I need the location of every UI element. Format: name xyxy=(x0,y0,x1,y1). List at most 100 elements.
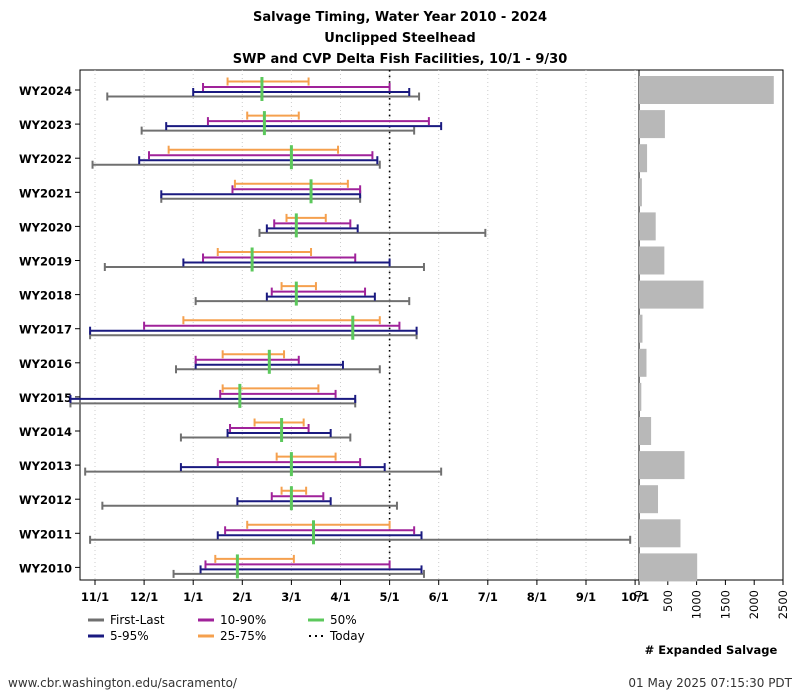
x-tick-label: 7/1 xyxy=(478,590,498,604)
p25-75-range xyxy=(253,418,305,427)
salvage-bar xyxy=(639,519,681,548)
p25-75-range xyxy=(246,111,300,120)
p10-90-range xyxy=(194,355,300,364)
y-label-wy2020: WY2020 xyxy=(19,220,72,234)
timing-panel: 11/1 12/1 1/1 2/1 3/1 4/1 5/1 6/1 7/1 8/1 9/1 10/1 W… xyxy=(19,69,649,604)
p25-75-range xyxy=(280,486,308,495)
first-last-range xyxy=(172,569,425,578)
legend-label: First-Last xyxy=(110,613,165,627)
legend-item: Today xyxy=(309,629,365,643)
p10-90-range xyxy=(148,151,374,160)
y-label-wy2021: WY2021 xyxy=(19,186,72,200)
y-label-wy2017: WY2017 xyxy=(19,323,72,337)
x-tick-label: 10/1 xyxy=(621,590,649,604)
timestamp: 01 May 2025 07:15:30 PDT xyxy=(628,676,792,690)
x-tick-label: 9/1 xyxy=(576,590,596,604)
title-line-3: SWP and CVP Delta Fish Facilities, 10/1 … xyxy=(233,52,568,67)
salvage-plot-frame xyxy=(638,69,784,581)
first-last-range xyxy=(101,501,398,510)
first-last-range xyxy=(140,126,416,135)
salvage-tick-label: 1000 xyxy=(690,590,704,619)
x-tick-label: 8/1 xyxy=(527,590,547,604)
legend-item: 25-75% xyxy=(198,629,266,643)
x-tick-label: 5/1 xyxy=(379,590,399,604)
p10-90-range xyxy=(273,219,352,228)
salvage-bar xyxy=(639,212,656,241)
source-url[interactable]: www.cbr.washington.edu/sacramento/ xyxy=(8,676,237,690)
salvage-axis-label: # Expanded Salvage xyxy=(645,643,778,657)
salvage-bar xyxy=(639,485,659,514)
first-last-range xyxy=(84,467,443,476)
legend-item: 10-90% xyxy=(198,613,266,627)
salvage-bar xyxy=(639,348,647,377)
p10-90-range xyxy=(206,117,430,126)
p25-75-range xyxy=(214,554,295,563)
p5-95-range xyxy=(216,531,423,540)
p10-90-range xyxy=(229,424,310,432)
y-label-wy2012: WY2012 xyxy=(19,493,72,507)
x-tick-label: 6/1 xyxy=(429,590,449,604)
legend-item: 5-95% xyxy=(88,629,149,643)
p25-75-range xyxy=(216,248,313,256)
p25-75-range xyxy=(233,179,349,188)
p5-95-range xyxy=(236,497,332,506)
x-tick-label: 1/1 xyxy=(183,590,203,604)
y-label-wy2022: WY2022 xyxy=(19,152,72,166)
p25-75-range xyxy=(285,213,327,222)
first-last-range xyxy=(179,433,352,442)
p10-90-range xyxy=(270,492,325,501)
y-label-wy2019: WY2019 xyxy=(19,255,72,269)
first-last-range xyxy=(194,297,411,306)
p5-95-range xyxy=(69,394,357,403)
p5-95-range xyxy=(265,224,359,233)
y-label-wy2015: WY2015 xyxy=(19,391,72,405)
first-last-range xyxy=(103,263,425,271)
p5-95-range xyxy=(192,88,411,96)
legend-label: 50% xyxy=(330,613,357,627)
p25-75-range xyxy=(226,77,310,86)
legend: First-Last 5-95% 10-90% 25-75% 50% Today xyxy=(88,613,365,643)
p5-95-range xyxy=(138,156,379,165)
p10-90-range xyxy=(202,83,391,91)
first-last-range xyxy=(175,365,381,374)
legend-label: 25-75% xyxy=(220,629,266,643)
p5-95-range xyxy=(89,326,418,335)
p25-75-range xyxy=(246,520,391,529)
p25-75-range xyxy=(167,145,340,154)
legend-label: Today xyxy=(329,629,365,643)
y-label-wy2013: WY2013 xyxy=(19,459,72,473)
legend-item: First-Last xyxy=(88,613,165,627)
p10-90-range xyxy=(216,458,362,467)
title-line-1: Salvage Timing, Water Year 2010 - 2024 xyxy=(253,10,547,25)
salvage-tick-label: 2500 xyxy=(776,590,790,619)
x-tick-label: 3/1 xyxy=(281,590,301,604)
p25-75-range xyxy=(182,316,381,325)
salvage-bar-panel: 0 500 1000 1500 2000 2500 xyxy=(632,69,790,619)
p25-75-range xyxy=(221,350,286,359)
p10-90-range xyxy=(231,185,362,194)
y-label-wy2010: WY2010 xyxy=(19,561,72,575)
salvage-bar xyxy=(639,417,652,445)
y-label-wy2016: WY2016 xyxy=(19,357,72,371)
salvage-tick-label: 2000 xyxy=(747,590,761,619)
p5-95-range xyxy=(179,463,386,472)
salvage-bar xyxy=(639,246,665,275)
p25-75-range xyxy=(275,452,337,461)
y-label-wy2018: WY2018 xyxy=(19,289,72,303)
x-tick-label: 4/1 xyxy=(330,590,350,604)
salvage-tick-label: 0 xyxy=(632,590,646,597)
first-last-range xyxy=(91,160,381,169)
legend-label: 5-95% xyxy=(110,629,149,643)
salvage-tick-label: 500 xyxy=(661,590,675,612)
salvage-bar xyxy=(639,76,774,104)
y-label-wy2014: WY2014 xyxy=(19,425,72,439)
p25-75-range xyxy=(280,282,317,291)
first-last-range xyxy=(89,535,632,544)
x-tick-label: 11/1 xyxy=(81,590,109,604)
legend-label: 10-90% xyxy=(220,613,266,627)
salvage-bar xyxy=(639,178,642,207)
y-label-wy2024: WY2024 xyxy=(19,84,72,98)
x-tick-label: 12/1 xyxy=(130,590,158,604)
salvage-bar xyxy=(639,314,643,343)
